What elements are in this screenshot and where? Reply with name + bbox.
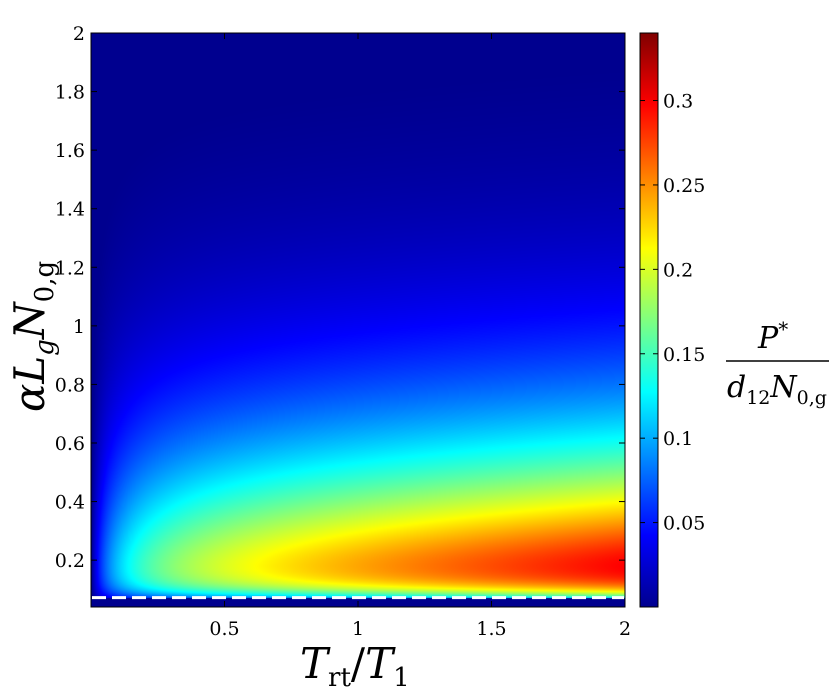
heatmap-raster (91, 33, 625, 607)
heatmap-image (91, 33, 625, 607)
x-axis-label: Trt/T1 (300, 639, 410, 693)
cb-label-0g: 0,g (797, 387, 827, 409)
y-tick-label: 1.6 (55, 140, 85, 162)
colorbar-tick-label: 0.1 (663, 428, 693, 450)
y-tick-label: 0.8 (55, 374, 85, 396)
cb-label-N: N (769, 370, 798, 405)
colorbar (639, 32, 659, 608)
colorbar-tick-label: 0.2 (663, 259, 693, 281)
colorbar-tick-label: 0.25 (663, 175, 705, 197)
cb-label-12: 12 (746, 387, 770, 409)
y-label-0g: 0,g (30, 261, 60, 302)
colorbar-tick-label: 0.15 (663, 344, 705, 366)
x-axis-ticks: 0.5 1 1.5 2 (209, 33, 631, 640)
colorbar-label: P* d12N0,g (726, 317, 829, 409)
y-tick-label: 0.6 (55, 433, 85, 455)
x-label-rt: rt (328, 663, 351, 693)
y-tick-label: 1.2 (55, 257, 85, 279)
x-label-slash: / (351, 639, 366, 688)
y-tick-label: 0.2 (55, 550, 85, 572)
y-tick-label: 1.4 (55, 199, 85, 221)
cb-label-denominator: d12N0,g (727, 370, 827, 409)
colorbar-ticks: 0.05 0.1 0.15 0.2 0.25 0.3 (640, 91, 705, 535)
x-tick-label: 1.5 (476, 618, 506, 640)
y-tick-label: 1 (73, 316, 85, 338)
y-axis-label: αLgN0,g (5, 261, 60, 412)
x-label-1: 1 (393, 663, 410, 693)
x-tick-label: 0.5 (209, 618, 239, 640)
cb-label-P: P (757, 321, 779, 356)
y-label-g: g (30, 339, 60, 356)
x-label-T: T (300, 639, 331, 688)
y-tick-label: 0.4 (55, 492, 85, 514)
y-label-N: N (5, 301, 54, 340)
x-label-T2: T (365, 639, 396, 688)
y-axis-ticks: 0.2 0.4 0.6 0.8 1 1.2 1.4 1.6 1.8 2 (55, 23, 625, 572)
cb-label-d: d (727, 370, 746, 405)
colorbar-tick-label: 0.05 (663, 513, 705, 535)
y-label-alpha: α (5, 384, 54, 412)
colorbar-tick-label: 0.3 (663, 91, 693, 113)
cb-label-numerator: P* (757, 317, 788, 356)
y-tick-label: 2 (73, 23, 85, 45)
y-label-L: L (5, 356, 54, 385)
y-tick-label: 1.8 (55, 82, 85, 104)
x-tick-label: 1 (352, 618, 364, 640)
cb-label-star: * (778, 317, 788, 341)
x-tick-label: 2 (619, 618, 631, 640)
